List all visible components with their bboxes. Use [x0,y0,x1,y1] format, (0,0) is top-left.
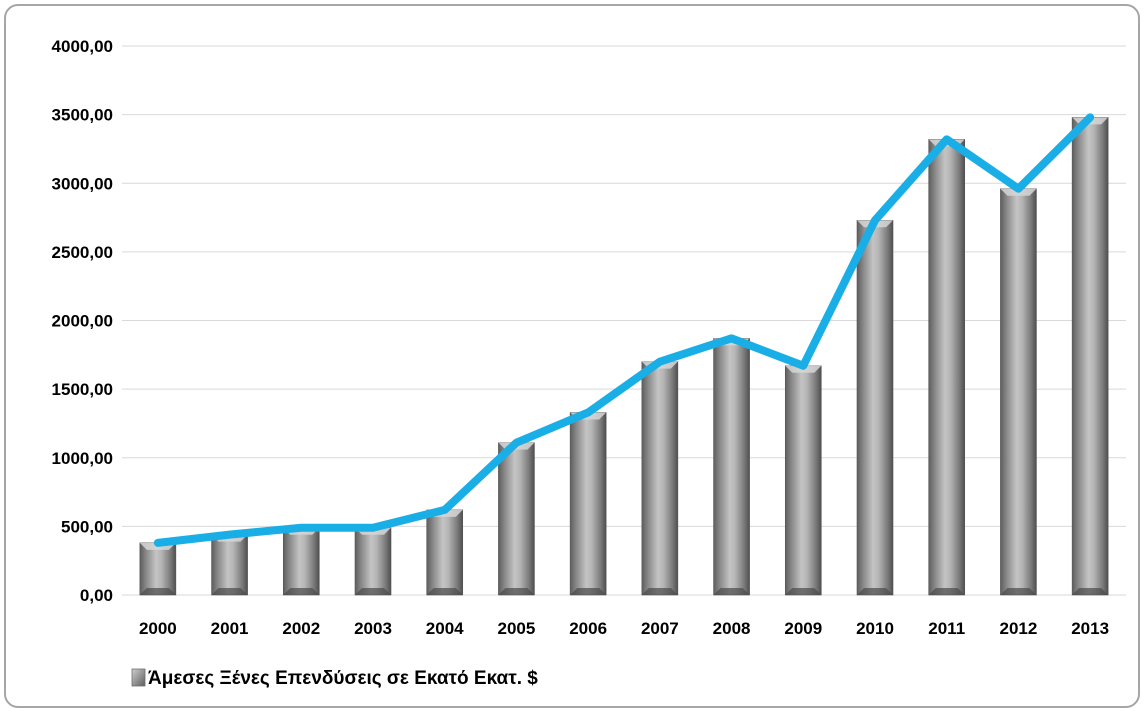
y-tick-label: 500,00 [61,517,113,536]
bar [354,527,392,596]
bar [426,509,464,596]
bar [498,442,535,596]
y-axis-ticks: 0,00 500,00 1000,00 1500,00 2000,00 2500,00 30… [52,37,113,605]
y-tick-label: 4000,00 [52,37,113,56]
y-tick-label: 1000,00 [52,449,113,468]
x-tick-label: 2006 [569,619,607,638]
y-tick-label: 3500,00 [52,106,113,125]
line-series [153,113,1095,547]
y-tick-label: 0,00 [80,586,113,605]
x-tick-label: 2010 [856,619,894,638]
bar [713,338,750,596]
bar [928,139,966,596]
gridlines [122,45,1126,596]
x-tick-label: 2012 [1000,619,1038,638]
bar [1000,188,1037,596]
bar [569,412,607,596]
x-tick-label: 2000 [139,619,177,638]
x-tick-label: 2005 [498,619,536,638]
y-tick-label: 2500,00 [52,243,113,262]
x-tick-label: 2008 [713,619,751,638]
x-tick-label: 2003 [354,619,392,638]
legend-swatch [131,668,146,687]
bar [211,534,248,596]
legend-label: Άμεσες Ξένες Επενδύσεις σε Εκατό Εκατ. $ [148,668,538,689]
bar [282,527,320,596]
bar [1071,117,1109,596]
legend: Άμεσες Ξένες Επενδύσεις σε Εκατό Εκατ. $ [131,668,538,689]
y-tick-label: 2000,00 [52,312,113,331]
x-tick-label: 2013 [1071,619,1109,638]
x-tick-label: 2004 [426,619,464,638]
x-tick-label: 2011 [928,619,965,638]
bar [784,365,822,596]
x-axis-ticks: 2000 2001 2002 2003 2004 2005 2006 2007 2008 2009… [139,619,1109,638]
bar [641,361,679,596]
bar [139,542,177,596]
x-tick-label: 2002 [282,619,320,638]
bar [856,220,894,596]
y-tick-label: 1500,00 [52,380,113,399]
x-tick-label: 2007 [641,619,679,638]
series-line [153,113,1095,547]
y-tick-label: 3000,00 [52,174,113,193]
x-tick-label: 2001 [211,619,249,638]
bar-series [139,117,1109,596]
x-tick-label: 2009 [784,619,822,638]
